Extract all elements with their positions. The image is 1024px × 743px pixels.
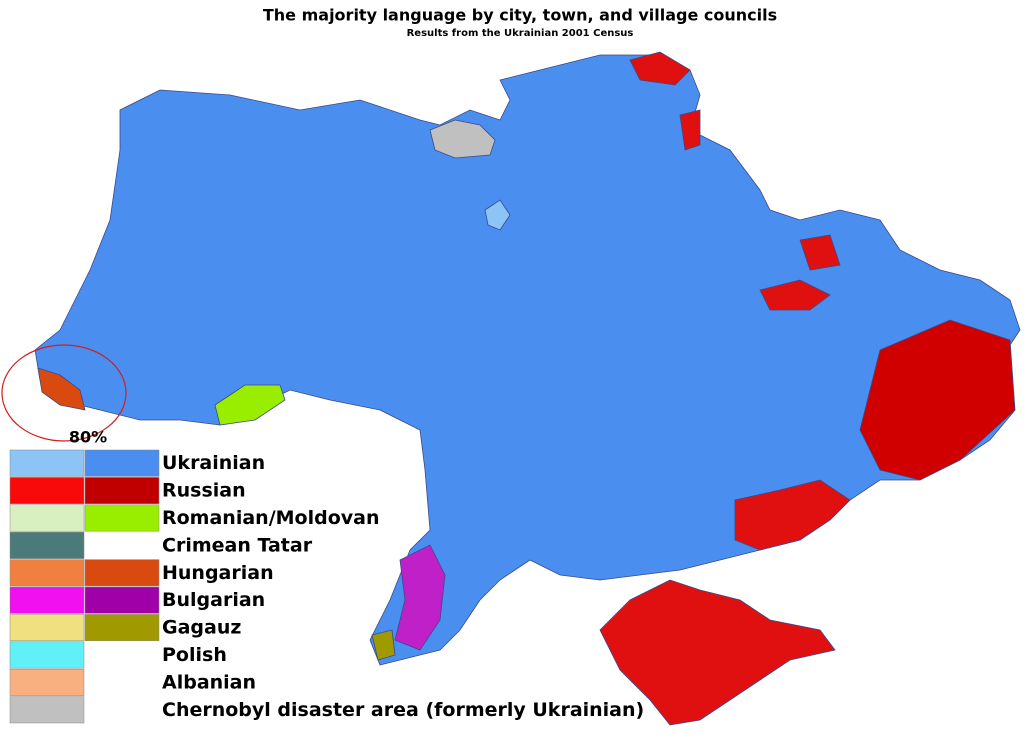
legend-swatch bbox=[84, 449, 160, 477]
legend-label: Russian bbox=[162, 480, 246, 502]
russian-sumy bbox=[799, 234, 841, 271]
legend-label: Albanian bbox=[162, 671, 256, 693]
map-subtitle: Results from the Ukrainian 2001 Census bbox=[407, 28, 634, 39]
legend: Ukrainian Russian Romanian/Moldovan Crimean… bbox=[9, 449, 644, 724]
legend-label: Crimean Tatar bbox=[162, 534, 313, 556]
chernobyl bbox=[429, 119, 496, 159]
kyiv bbox=[484, 199, 511, 231]
legend-swatch bbox=[9, 449, 85, 477]
legend-swatch bbox=[9, 614, 85, 642]
legend-swatch bbox=[9, 477, 85, 505]
legend-swatch bbox=[9, 641, 85, 669]
legend-swatch bbox=[9, 668, 85, 696]
legend-label: Romanian/Moldovan bbox=[162, 507, 380, 529]
legend-label: Polish bbox=[162, 644, 227, 666]
bulgarian-area bbox=[394, 544, 446, 651]
legend-label: Chernobyl disaster area (formerly Ukrain… bbox=[162, 699, 644, 721]
legend-swatch bbox=[9, 559, 85, 587]
romanian-area bbox=[214, 384, 286, 426]
legend-label: Hungarian bbox=[162, 562, 274, 584]
highlight-circle bbox=[1, 344, 127, 442]
russian-north bbox=[629, 51, 691, 86]
gagauz-area bbox=[371, 629, 396, 661]
russian-east bbox=[859, 319, 1016, 481]
legend-label: Ukrainian bbox=[162, 452, 265, 474]
crimea bbox=[599, 579, 836, 726]
legend-swatch bbox=[84, 614, 160, 642]
legend-swatch bbox=[9, 531, 85, 559]
legend-swatch bbox=[84, 559, 160, 587]
russian-kharkiv bbox=[759, 279, 831, 311]
legend-swatch bbox=[84, 586, 160, 614]
annotation: 80% bbox=[69, 428, 107, 447]
legend-label: Bulgarian bbox=[162, 589, 265, 611]
country-map bbox=[34, 51, 1021, 726]
legend-swatch bbox=[9, 504, 85, 532]
legend-swatch bbox=[9, 586, 85, 614]
legend-swatch bbox=[9, 696, 85, 724]
russian-southeast bbox=[734, 479, 851, 551]
legend-swatch bbox=[84, 504, 160, 532]
legend-swatch bbox=[84, 477, 160, 505]
russian-north-2 bbox=[679, 109, 701, 151]
map-title: The majority language by city, town, and… bbox=[263, 6, 777, 25]
hungarian-area bbox=[37, 367, 86, 411]
legend-label: Gagauz bbox=[162, 617, 241, 639]
